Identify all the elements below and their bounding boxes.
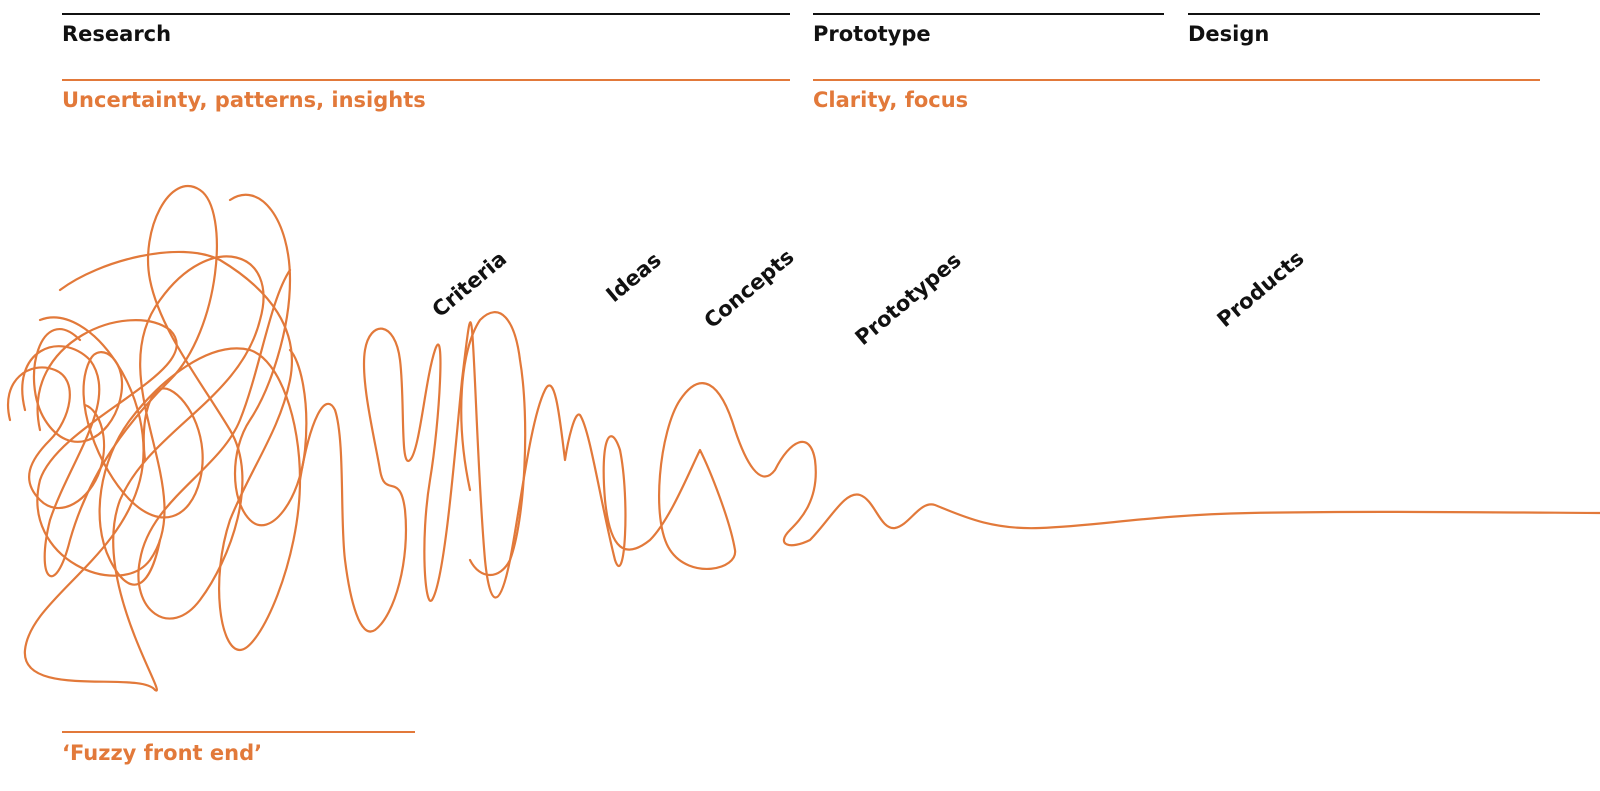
design-quality-label: Clarity, focus (813, 88, 969, 112)
design-quality-rule (813, 79, 1540, 81)
prototype-phase-label: Prototype (813, 22, 931, 46)
squiggle-tangle-3 (58, 250, 302, 652)
research-phase-label: Research (62, 22, 172, 46)
design-phase-label: Design (1188, 22, 1270, 46)
squiggle-tangle-4 (32, 328, 204, 519)
design-phase-rule (1188, 13, 1540, 15)
squiggle-tangle-1 (23, 255, 265, 692)
squiggle-tangle-2 (21, 185, 292, 620)
prototype-phase-rule (813, 13, 1164, 15)
research-phase-rule (62, 13, 790, 15)
research-quality-label: Uncertainty, patterns, insights (62, 88, 426, 112)
squiggle-trail (298, 321, 1600, 633)
squiggle-tangle-5 (228, 193, 308, 527)
squiggle-big-arch (460, 311, 527, 576)
fuzzy-front-end-rule (62, 731, 415, 733)
research-quality-rule (62, 79, 790, 81)
squiggle-tangle-6 (7, 366, 105, 510)
fuzzy-front-end-label: ‘Fuzzy front end’ (62, 741, 263, 765)
